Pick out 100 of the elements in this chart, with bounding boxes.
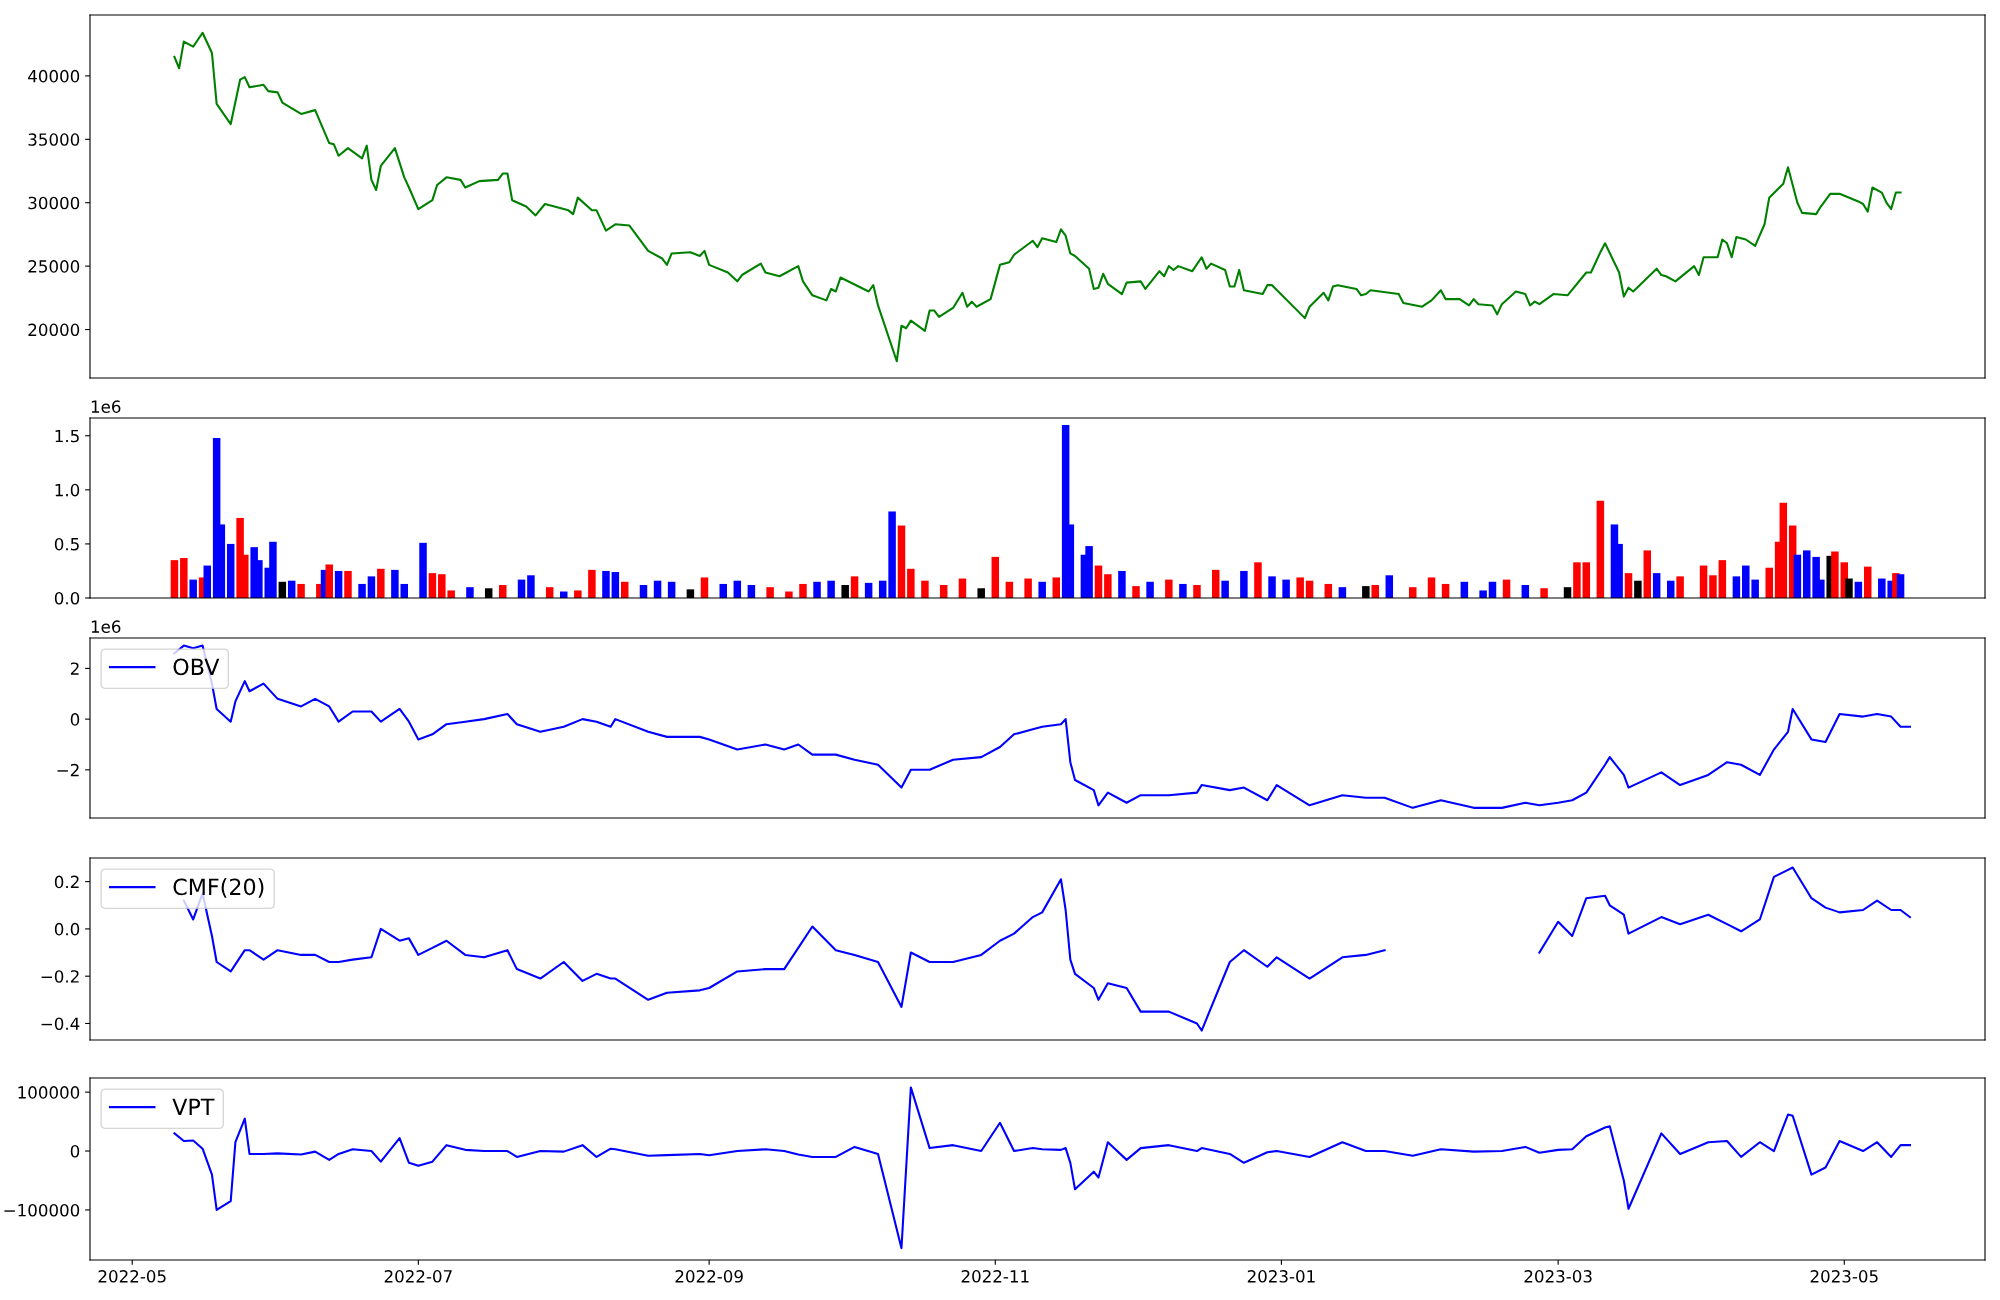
bar bbox=[344, 570, 352, 598]
bar bbox=[574, 590, 582, 598]
bar bbox=[827, 580, 835, 598]
y-tick-label: 20000 bbox=[28, 323, 80, 337]
bar bbox=[921, 580, 929, 598]
bar bbox=[180, 557, 188, 598]
bar bbox=[602, 570, 610, 598]
bar bbox=[226, 543, 235, 598]
y-tick-label: 1.0 bbox=[55, 483, 80, 497]
x-tick-label: 2023-03 bbox=[1524, 1270, 1592, 1283]
bar bbox=[1427, 577, 1436, 598]
bar bbox=[1676, 576, 1684, 598]
bar bbox=[1146, 581, 1154, 598]
bar bbox=[588, 569, 596, 598]
bar bbox=[1643, 550, 1652, 598]
bar bbox=[1479, 590, 1487, 598]
x-tick-label: 2023-05 bbox=[1810, 1270, 1878, 1283]
legend-label: OBV bbox=[173, 658, 220, 676]
bar bbox=[1385, 575, 1394, 598]
line-series bbox=[173, 1086, 1911, 1250]
y-tick-label: 0.0 bbox=[54, 922, 80, 936]
bar bbox=[1573, 562, 1581, 598]
bar bbox=[1268, 576, 1276, 598]
bar bbox=[1282, 579, 1290, 598]
bar bbox=[1831, 551, 1839, 598]
y-tick-label: 0 bbox=[70, 713, 80, 726]
y-tick-label: −100000 bbox=[4, 1203, 80, 1217]
x-tick-label: 2022-07 bbox=[384, 1270, 452, 1283]
bar bbox=[325, 564, 333, 598]
bar bbox=[367, 576, 376, 598]
bar bbox=[611, 572, 620, 598]
bar bbox=[1765, 567, 1773, 598]
bar bbox=[428, 573, 437, 598]
bar bbox=[1085, 546, 1093, 598]
bar bbox=[1709, 575, 1717, 598]
bar bbox=[1582, 562, 1591, 598]
bar bbox=[1896, 574, 1905, 598]
bar bbox=[419, 542, 427, 598]
bar bbox=[991, 556, 1000, 598]
bar bbox=[1718, 560, 1727, 598]
line-series bbox=[173, 31, 1902, 363]
x-tick-label: 2022-05 bbox=[98, 1270, 166, 1283]
bar bbox=[170, 560, 179, 598]
bar bbox=[527, 575, 535, 598]
bar bbox=[297, 583, 305, 598]
bar bbox=[719, 583, 727, 598]
bar bbox=[189, 579, 197, 598]
bar bbox=[1038, 581, 1046, 598]
bar bbox=[1052, 577, 1061, 598]
bar bbox=[1165, 579, 1173, 598]
y-tick-label: −0.2 bbox=[41, 970, 79, 983]
bar bbox=[1409, 587, 1417, 598]
y-tick-label: 0.0 bbox=[54, 591, 80, 605]
bar bbox=[1118, 570, 1126, 598]
bar bbox=[377, 568, 385, 598]
bar bbox=[897, 525, 906, 598]
bar bbox=[1596, 500, 1605, 598]
bar bbox=[391, 569, 399, 598]
bar bbox=[888, 511, 896, 598]
bar bbox=[907, 568, 915, 598]
bar bbox=[1132, 586, 1140, 598]
text: 1e6 bbox=[91, 400, 121, 413]
y-tick-label: 25000 bbox=[28, 260, 80, 273]
bar bbox=[850, 576, 859, 598]
bar bbox=[1779, 502, 1788, 598]
bar bbox=[1540, 588, 1548, 598]
y-tick-label: 1.5 bbox=[55, 429, 79, 443]
bar bbox=[700, 577, 709, 598]
y-tick-label: −0.4 bbox=[41, 1017, 80, 1031]
y-tick-label: 0.2 bbox=[54, 875, 79, 889]
bar bbox=[1179, 583, 1187, 598]
y-tick-label: 0.5 bbox=[54, 537, 79, 551]
bar bbox=[1624, 573, 1633, 598]
bar bbox=[358, 583, 366, 598]
y-tick-label: 35000 bbox=[28, 133, 80, 146]
bar bbox=[334, 570, 343, 598]
y-tick-label: 2 bbox=[70, 662, 79, 675]
x-tick-label: 2022-09 bbox=[675, 1270, 743, 1283]
bar bbox=[1211, 569, 1220, 598]
bar bbox=[1793, 554, 1802, 598]
bar bbox=[1240, 570, 1248, 598]
bar bbox=[813, 581, 821, 598]
bar bbox=[1296, 577, 1304, 598]
bar bbox=[1371, 585, 1379, 598]
legend-label: CMF(20) bbox=[173, 878, 264, 898]
bar bbox=[1221, 580, 1229, 598]
text: 1e6 bbox=[91, 620, 121, 633]
bar bbox=[1104, 574, 1112, 598]
x-tick-label: 2023-01 bbox=[1247, 1270, 1315, 1283]
y-tick-label: 100000 bbox=[18, 1086, 80, 1099]
bar bbox=[1652, 573, 1661, 598]
legend-label: VPT bbox=[172, 1098, 215, 1115]
bar bbox=[499, 585, 507, 598]
bar bbox=[1254, 562, 1262, 598]
y-tick-label: 0 bbox=[70, 1145, 80, 1158]
y-tick-label: 40000 bbox=[28, 69, 80, 83]
y-tick-label: −2 bbox=[57, 763, 79, 777]
bar bbox=[799, 583, 807, 598]
bar bbox=[1732, 576, 1741, 598]
bar bbox=[766, 587, 774, 598]
